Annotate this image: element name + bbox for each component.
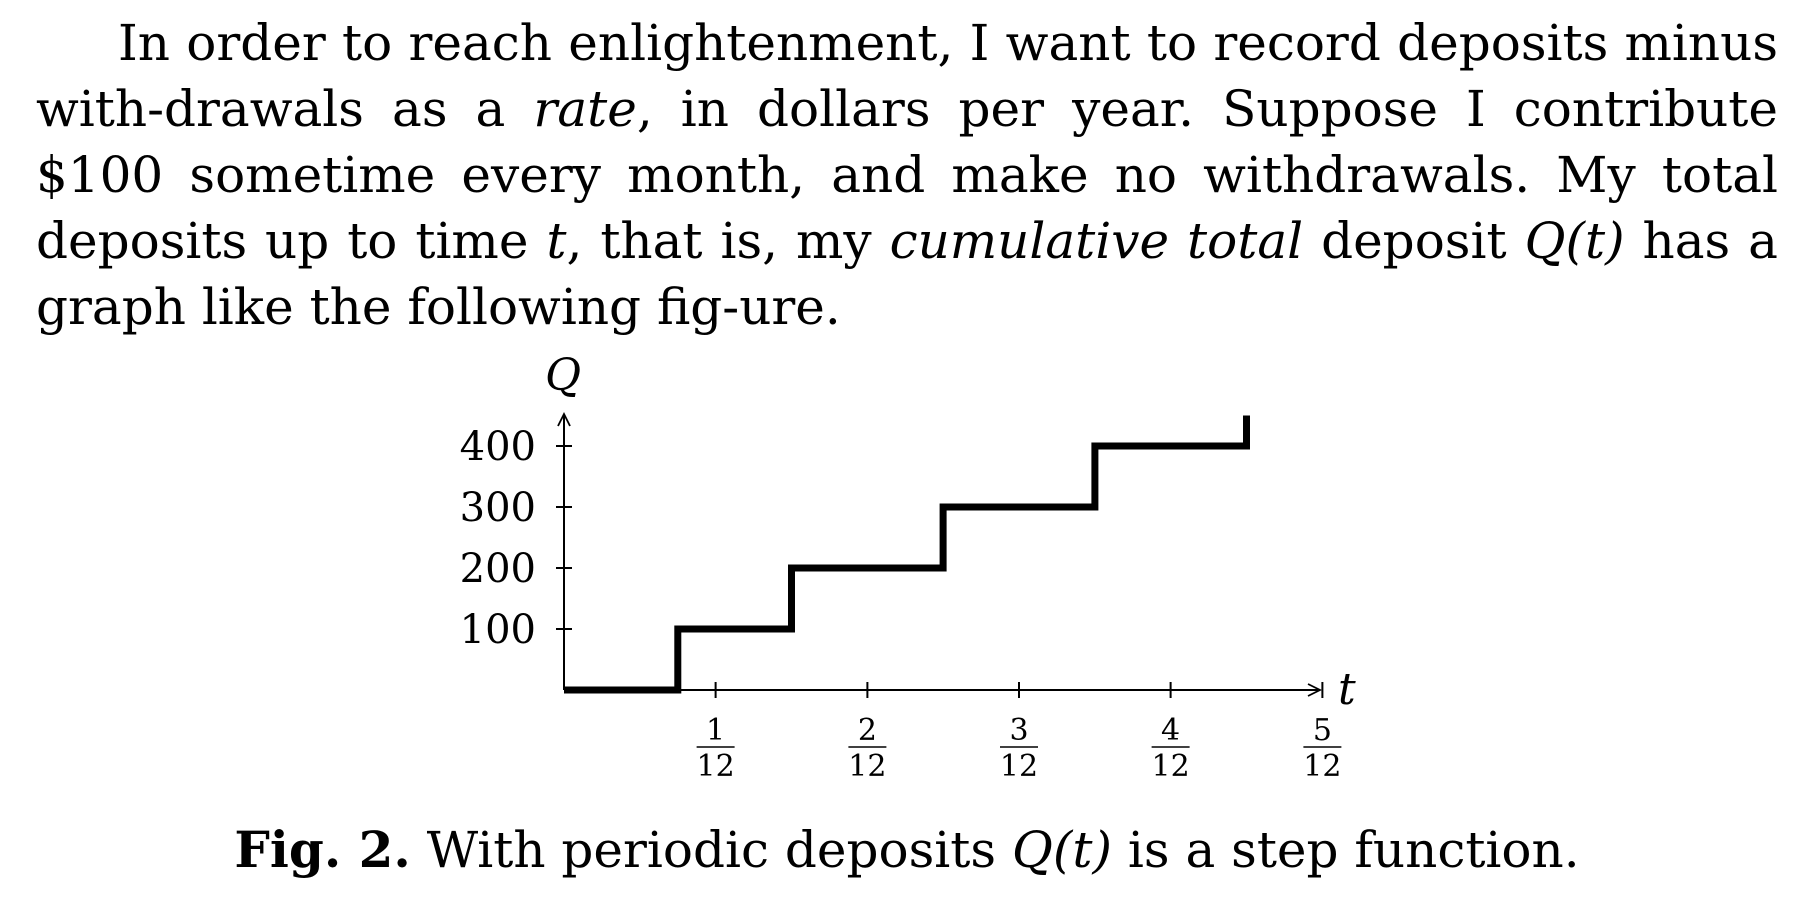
x-tick-denominator: 12	[697, 749, 735, 784]
para-emphasis-cumulative: cumulative total	[889, 212, 1304, 270]
para-text-1: In order to reach enlightenment, I want …	[36, 14, 1778, 138]
y-axis-label: Q	[545, 350, 581, 401]
y-axis-arrow-icon	[557, 411, 571, 427]
para-text-2: , in dollars per year. Suppose I contrib…	[36, 80, 1778, 270]
caption-text-after: is a step function.	[1112, 821, 1580, 879]
x-tick-numerator: 5	[1313, 713, 1332, 748]
caption-label: Fig. 2.	[234, 820, 411, 879]
x-axis-label: t	[1338, 664, 1356, 715]
para-emphasis-rate: rate	[533, 80, 637, 138]
x-tick-denominator: 12	[1152, 749, 1190, 784]
caption-text-before: With periodic deposits	[410, 821, 1012, 879]
x-tick-denominator: 12	[848, 749, 886, 784]
y-tick-label: 100	[460, 607, 536, 653]
step-series-line	[564, 415, 1250, 694]
x-axis-arrow-icon	[1307, 683, 1323, 697]
caption-func: Q(t)	[1011, 821, 1113, 879]
x-tick-denominator: 12	[1000, 749, 1038, 784]
x-tick-numerator: 1	[706, 713, 725, 748]
x-tick-numerator: 3	[1009, 713, 1028, 748]
para-text-5: has a graph like the following fig-ure.	[36, 212, 1778, 336]
para-func-q: Q(t)	[1524, 212, 1625, 270]
y-tick-label: 200	[460, 546, 536, 592]
para-text-4: deposit	[1303, 212, 1525, 270]
y-tick-label: 300	[460, 485, 536, 531]
para-text-3: , that is, my	[566, 212, 890, 270]
x-tick-numerator: 4	[1161, 713, 1180, 748]
para-var-t: t	[546, 212, 567, 270]
figure-caption: Fig. 2. With periodic deposits Q(t) is a…	[0, 820, 1814, 880]
x-tick-denominator: 12	[1303, 749, 1341, 784]
x-tick-numerator: 2	[858, 713, 877, 748]
body-paragraph: In order to reach enlightenment, I want …	[36, 10, 1778, 340]
y-tick-label: 400	[460, 424, 536, 470]
